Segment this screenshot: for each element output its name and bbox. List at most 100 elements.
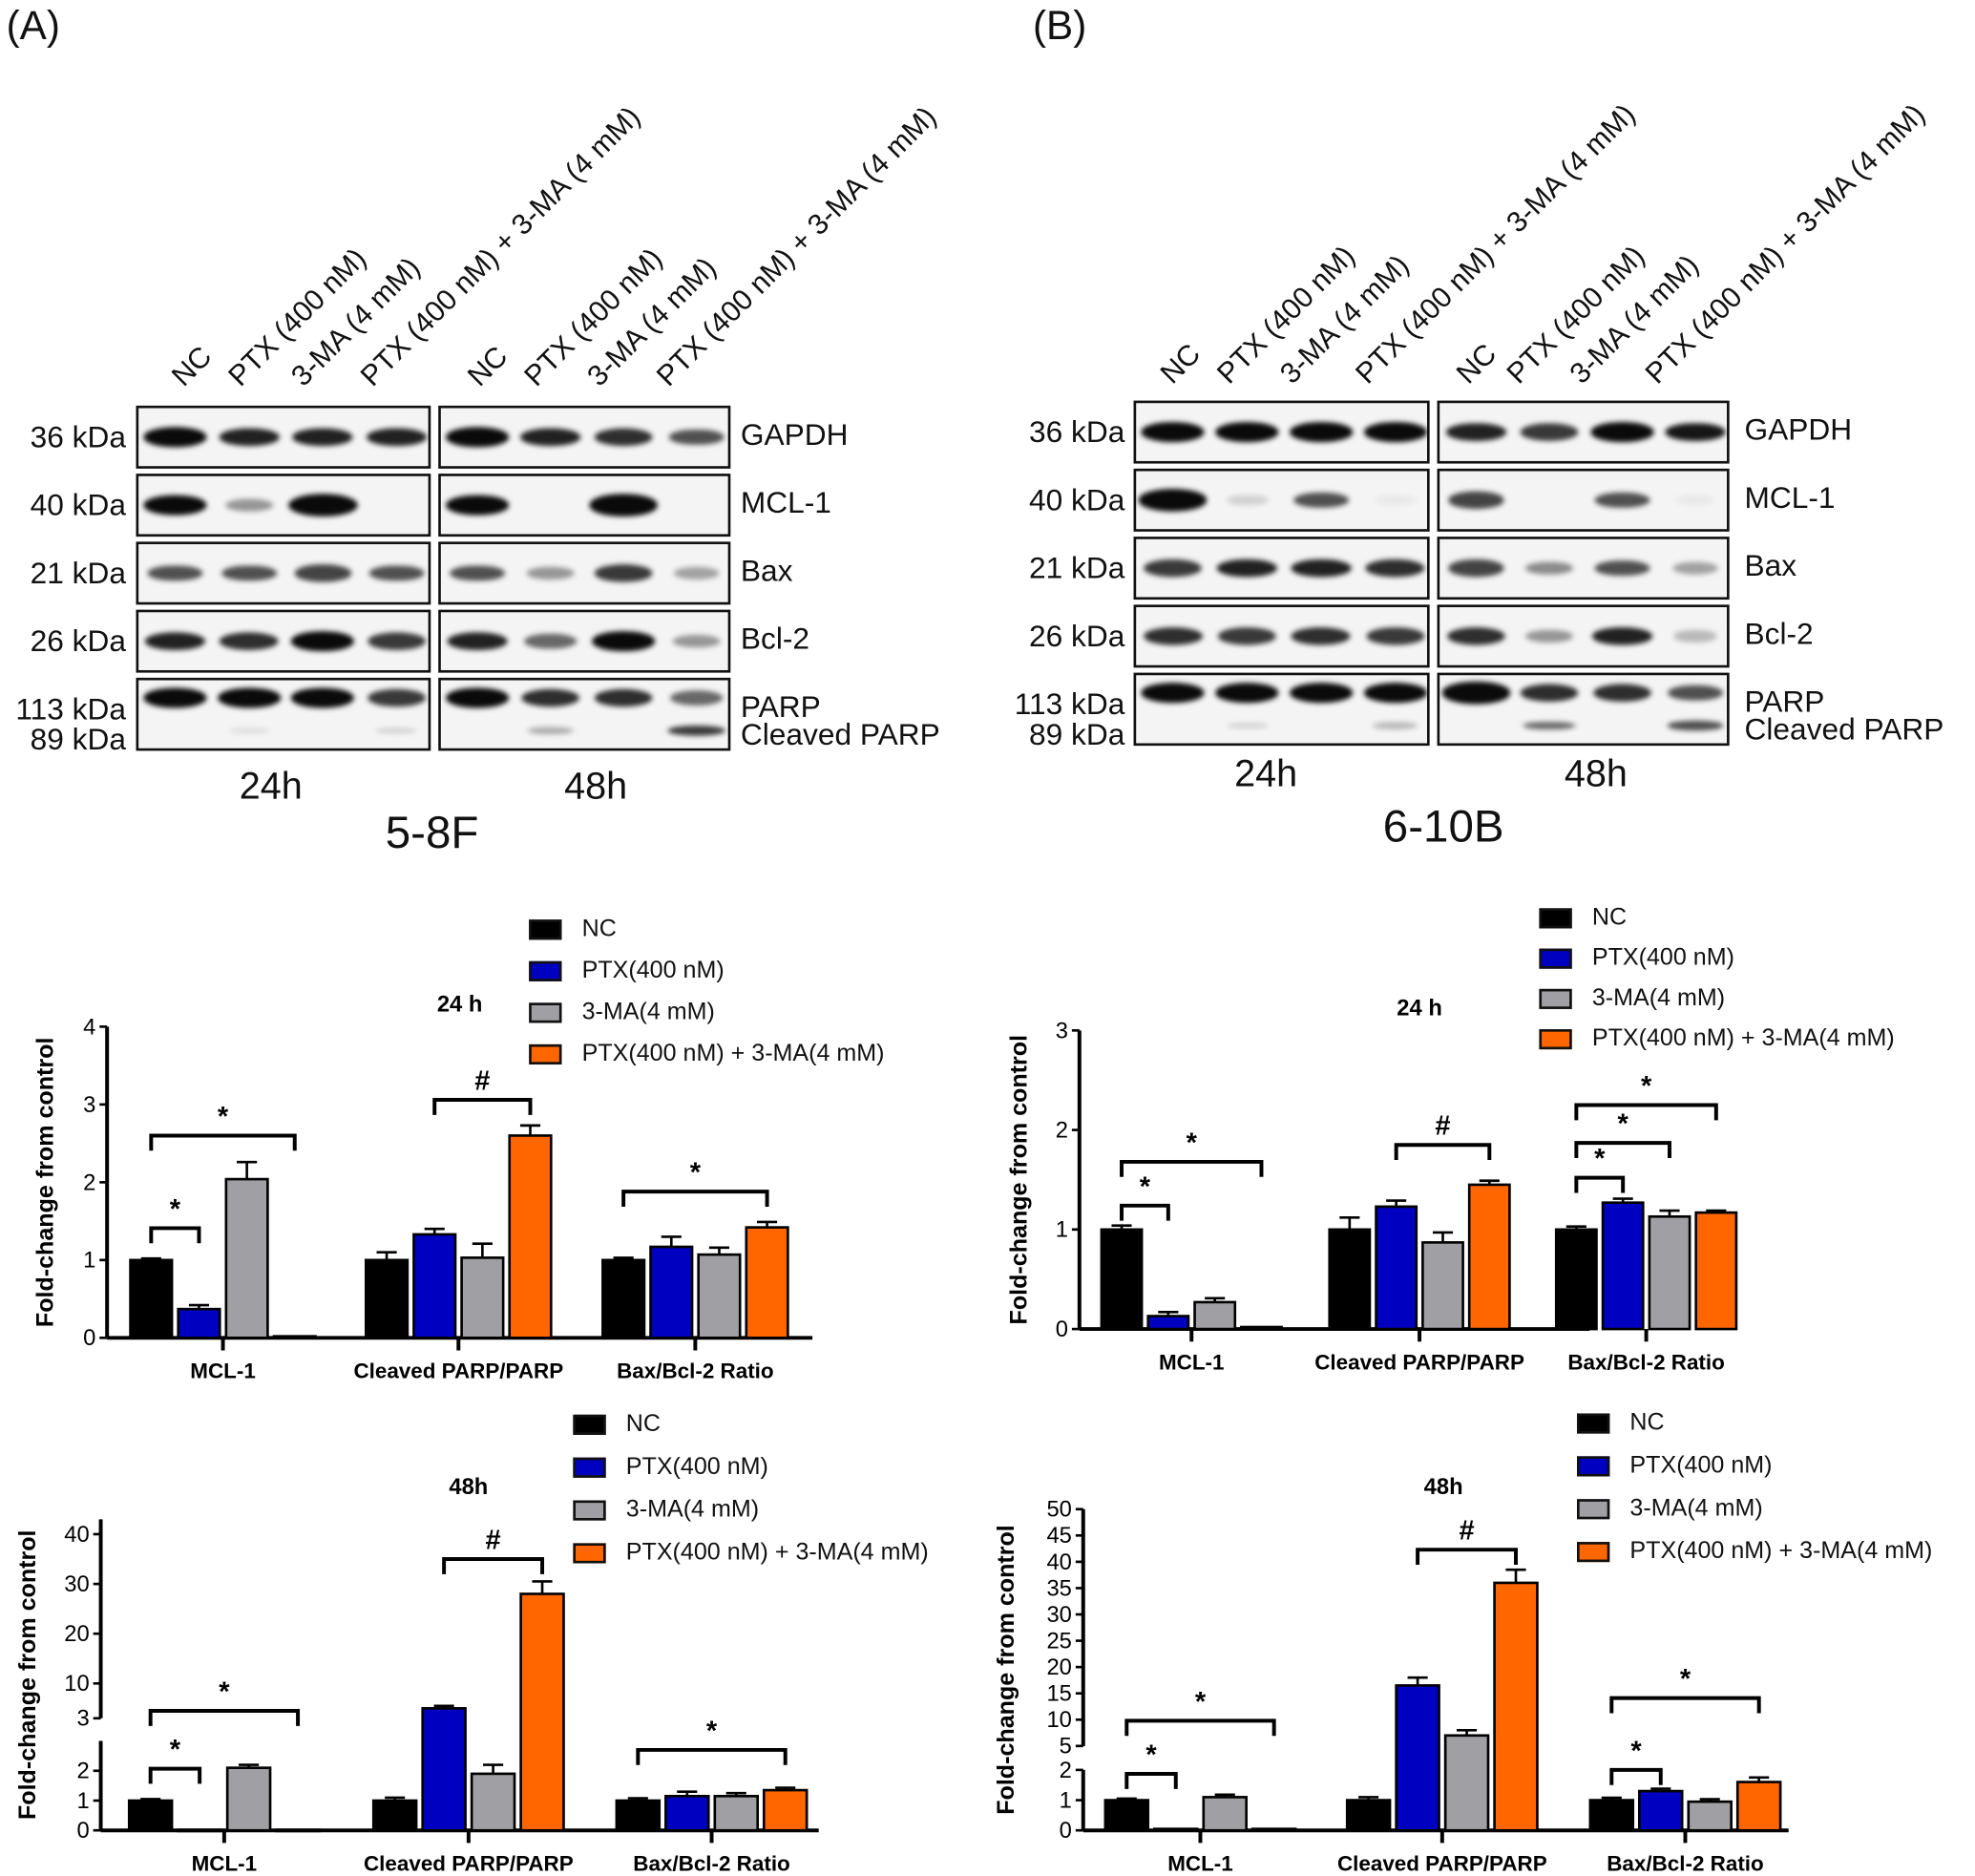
legend-swatch [573,1457,606,1478]
kda-label: 40 kDa [1028,483,1125,518]
blot-parp-24h [136,677,431,751]
bar-3ma [225,1766,272,1832]
protein-band [292,428,353,447]
bar-combo [1493,1581,1539,1832]
kda-label: 26 kDa [1028,620,1125,654]
legend-label: PTX(400 nM) + 3-MA(4 mM) [581,1040,885,1067]
legend-swatch [1577,1499,1610,1520]
legend-item: PTX(400 nM) + 3-MA(4 mM) [1539,1025,1895,1053]
significance-marker: * [1140,1171,1151,1202]
y-tick-label: 30 [64,1571,89,1597]
y-tick-label: 3 [83,1092,95,1118]
bar-3ma [1421,1241,1464,1331]
blot-mcl-1-24h [136,474,431,538]
blot-gapdh-24h [1133,400,1430,464]
protein-band [1594,559,1650,577]
category-label: Cleaved PARP/PARP [1314,1350,1524,1374]
bar-ptx [1146,1315,1190,1331]
legend-swatch [529,960,562,981]
bar-combo [762,1788,809,1832]
bar-ptx [1638,1789,1684,1832]
legend-label: PTX(400 nM) + 3-MA(4 mM) [1629,1538,1933,1565]
protein-band [1292,492,1349,509]
bar-combo [275,1828,321,1833]
legend-label: PTX(400 nM) [625,1453,768,1481]
significance-bracket [1124,1718,1276,1737]
protein-band [368,688,426,707]
blot-mcl-1-48h [438,474,731,538]
bar-ptx [649,1245,694,1339]
significance-marker: * [1594,1144,1606,1174]
bar-combo [519,1592,565,1832]
protein-band [218,687,281,708]
legend-item: PTX(400 nM) [1539,945,1734,973]
protein-band [1668,721,1723,730]
kda-label: 89 kDa [30,723,126,758]
protein-label: Bcl-2 [740,622,810,657]
significance-bracket [148,1708,301,1726]
y-tick-label: 40 [1046,1549,1071,1575]
protein-band [143,427,207,448]
protein-band [1671,561,1719,575]
legend-label: NC [581,916,617,942]
y-tick-label: 0 [1060,1818,1072,1844]
protein-band [450,564,505,581]
bar-nc [601,1258,646,1339]
protein-band [1142,683,1205,703]
protein-band [1226,722,1269,729]
protein-band [1524,560,1574,576]
blot-mcl-1-48h [1437,468,1730,532]
significance-marker: * [1145,1739,1157,1770]
y-tick-label: 0 [76,1818,89,1844]
protein-band [1215,422,1279,442]
protein-band [368,564,425,581]
protein-band [1139,489,1208,512]
protein-band [446,495,509,516]
bar-nc [127,1799,174,1832]
protein-band [221,564,277,581]
y-tick-label: 2 [83,1170,95,1195]
legend-swatch [1577,1456,1610,1477]
bar-combo [1735,1781,1782,1832]
legend-label: PTX(400 nM) [1591,944,1734,972]
bar-combo [745,1226,789,1339]
bar-3ma [470,1772,516,1832]
y-tick-label: 10 [1046,1707,1071,1733]
category-label: Cleaved PARP/PARP [1337,1851,1547,1875]
significance-marker: * [1630,1736,1642,1766]
protein-band [147,564,203,581]
significance-marker: # [474,1065,490,1096]
protein-label: Cleaved PARP [740,718,940,752]
kda-label: 113 kDa [1014,687,1125,723]
chart-title: 24 h [437,992,483,1018]
protein-band [145,632,206,651]
blot-gapdh-48h [438,405,731,469]
legend-item: NC [1577,1410,1665,1438]
bar-ptx [177,1828,222,1833]
legend-item: NC [529,916,617,943]
y-tick-label: 5 [1060,1734,1072,1760]
significance-bracket [148,1766,202,1784]
protein-band [1520,684,1579,703]
protein-band [228,727,269,734]
bar-3ma [1687,1800,1733,1832]
legend-label: PTX(400 nM) + 3-MA(4 mM) [625,1539,929,1567]
bar-3ma [1202,1796,1248,1832]
protein-band [1226,495,1269,506]
significance-marker: # [486,1525,501,1555]
category-label: Bax/Bcl-2 Ratio [617,1360,773,1383]
protein-band [446,427,509,448]
y-tick-label: 50 [1046,1497,1071,1523]
y-tick-label: 3 [76,1706,89,1732]
bar-ptx [664,1795,710,1832]
y-tick-label: 15 [1046,1681,1071,1707]
bar-nc [1103,1799,1150,1832]
legend-swatch [573,1500,606,1521]
legend-swatch [529,1002,562,1023]
protein-band [447,632,508,651]
category-label: MCL-1 [1159,1350,1225,1374]
protein-band [1290,422,1353,442]
y-tick-label: 4 [83,1014,95,1040]
